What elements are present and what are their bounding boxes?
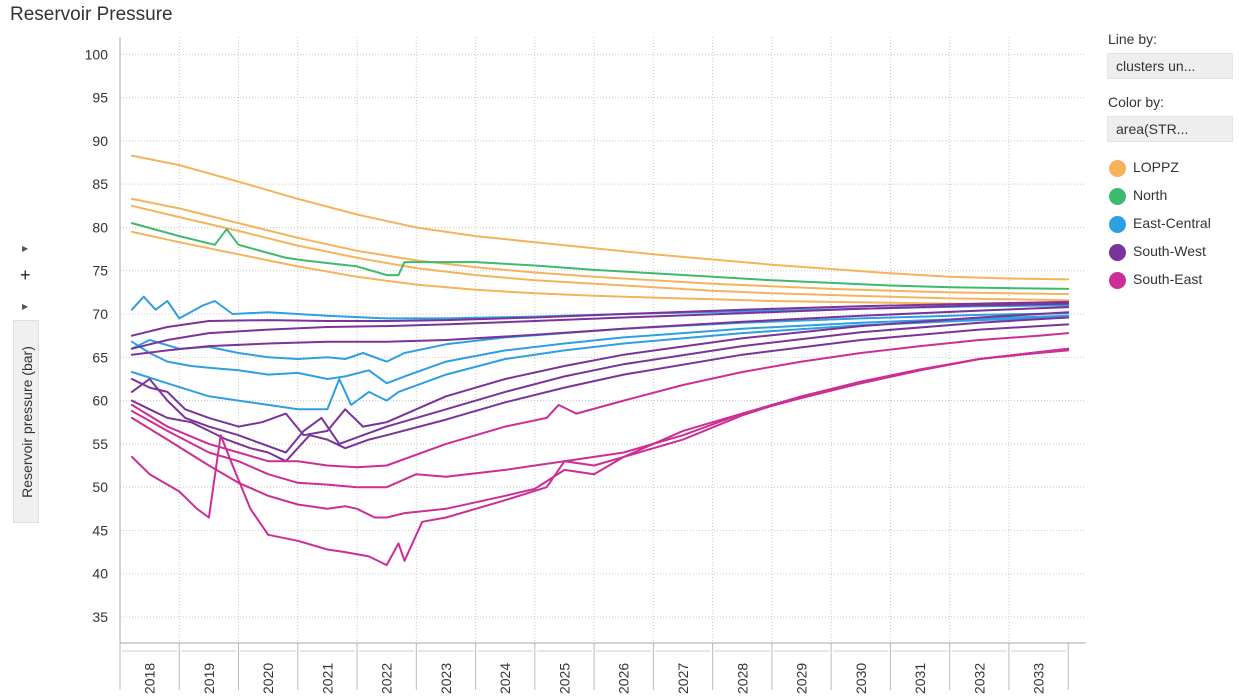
- series-line-south-west-10[interactable]: [130, 302, 1070, 350]
- legend-label: South-East: [1133, 271, 1203, 287]
- series-line-south-east-17[interactable]: [130, 349, 1070, 519]
- color-by-label: Color by:: [1108, 94, 1165, 110]
- y-tick-label: 60: [92, 393, 108, 409]
- series-line-south-west-13[interactable]: [130, 316, 1070, 454]
- y-tick-label: 85: [92, 176, 108, 192]
- series-line-loppz-3[interactable]: [130, 230, 1070, 306]
- legend-label: North: [1133, 187, 1168, 203]
- x-tick-label: 2024: [497, 663, 513, 694]
- series-line-east-central-5[interactable]: [130, 295, 1070, 320]
- y-tick-label: 70: [92, 306, 108, 322]
- y-tick-label: 100: [85, 46, 109, 62]
- axes: [119, 37, 1086, 690]
- legend-label: South-West: [1133, 243, 1206, 259]
- line-by-label: Line by:: [1108, 31, 1158, 47]
- y-tick-label: 75: [92, 263, 108, 279]
- series-line-east-central-7[interactable]: [130, 314, 1070, 385]
- series-line-east-central-8[interactable]: [130, 316, 1070, 411]
- legend-dot-icon: [1109, 244, 1126, 261]
- tick-labels: 35 40 45 50 55 60 65 70 75 80 85 90 95 100 2018 2019 202…: [85, 46, 1047, 694]
- x-tick-label: 2029: [794, 663, 810, 694]
- series-line-loppz-1[interactable]: [130, 197, 1070, 296]
- x-tick-label: 2030: [853, 663, 869, 694]
- x-tick-label: 2031: [912, 663, 928, 694]
- x-tick-label: 2021: [319, 663, 335, 694]
- legend-label: East-Central: [1133, 215, 1211, 231]
- series-line-loppz-0[interactable]: [130, 154, 1070, 281]
- series-line-south-east-18[interactable]: [130, 347, 1070, 567]
- legend-dot-icon: [1109, 188, 1126, 205]
- x-tick-label: 2026: [616, 663, 632, 694]
- x-tick-label: 2018: [142, 663, 158, 694]
- legend-dot-icon: [1109, 272, 1126, 289]
- expand-arrow-icon-2[interactable]: ▶: [22, 302, 29, 311]
- add-icon[interactable]: +: [20, 265, 31, 285]
- series-line-loppz-2[interactable]: [130, 204, 1070, 302]
- y-tick-label: 35: [92, 609, 108, 625]
- series-line-south-west-14[interactable]: [130, 323, 1070, 463]
- series-lines: [130, 154, 1070, 567]
- y-tick-label: 80: [92, 219, 108, 235]
- x-tick-label: 2033: [1031, 663, 1047, 694]
- x-tick-label: 2020: [260, 663, 276, 694]
- x-tick-label: 2019: [201, 663, 217, 694]
- color-by-selector[interactable]: area(STR...: [1107, 116, 1233, 142]
- series-line-north-4[interactable]: [130, 222, 1070, 290]
- x-tick-label: 2022: [379, 663, 395, 694]
- x-tick-label: 2028: [734, 663, 750, 694]
- y-tick-label: 95: [92, 90, 108, 106]
- y-tick-label: 90: [92, 133, 108, 149]
- expand-arrow-icon[interactable]: ▶: [22, 244, 29, 253]
- chart-title: Reservoir Pressure: [10, 4, 173, 25]
- y-tick-label: 40: [92, 566, 108, 582]
- x-tick-label: 2025: [556, 663, 572, 694]
- line-chart: 35 40 45 50 55 60 65 70 75 80 85 90 95 100 2018 2019 202…: [85, 37, 1086, 694]
- x-tick-label: 2027: [675, 663, 691, 694]
- series-line-south-west-11[interactable]: [130, 306, 1070, 356]
- x-tick-label: 2032: [971, 663, 987, 694]
- x-tick-label: 2023: [438, 663, 454, 694]
- line-by-selector[interactable]: clusters un...: [1107, 53, 1233, 79]
- y-tick-label: 65: [92, 349, 108, 365]
- y-tick-label: 45: [92, 522, 108, 538]
- legend-dot-icon: [1109, 160, 1126, 177]
- series-line-south-west-12[interactable]: [130, 311, 1070, 437]
- y-axis-selector[interactable]: Reservoir pressure (bar): [13, 320, 39, 523]
- series-line-south-west-9[interactable]: [130, 300, 1070, 337]
- legend-label: LOPPZ: [1133, 159, 1179, 175]
- y-tick-label: 55: [92, 436, 108, 452]
- series-line-south-east-15[interactable]: [130, 332, 1070, 469]
- y-tick-label: 50: [92, 479, 108, 495]
- axis-selector-strip: ▶ + ▶ Reservoir pressure (bar): [13, 236, 39, 523]
- legend-dot-icon: [1109, 216, 1126, 233]
